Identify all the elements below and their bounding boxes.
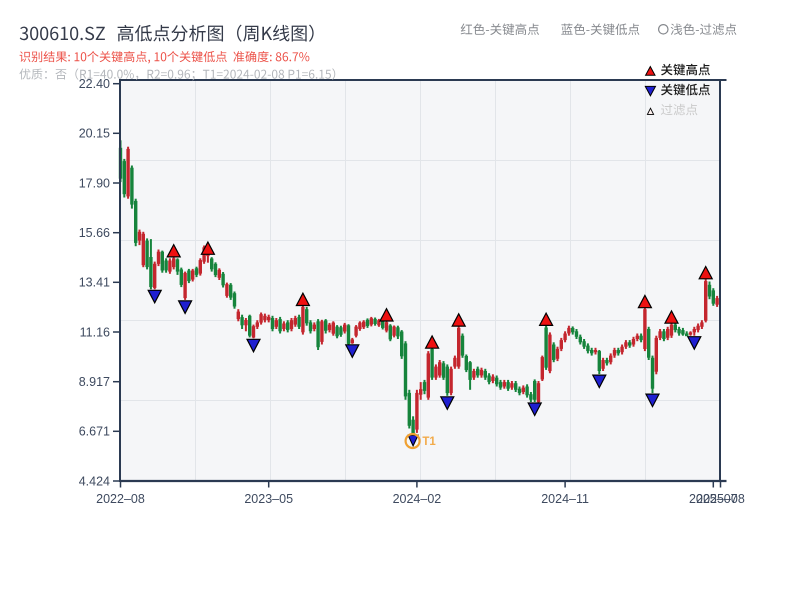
svg-text:T1: T1 <box>422 436 436 448</box>
svg-text:2025–08: 2025–08 <box>696 492 745 506</box>
svg-text:4.424: 4.424 <box>79 474 110 488</box>
svg-text:17.90: 17.90 <box>79 176 110 190</box>
svg-text:2023–05: 2023–05 <box>244 492 293 506</box>
svg-text:13.41: 13.41 <box>79 276 110 290</box>
svg-text:22.40: 22.40 <box>79 77 110 91</box>
svg-text:2022–08: 2022–08 <box>96 492 145 506</box>
svg-text:2024–02: 2024–02 <box>393 492 442 506</box>
svg-text:15.66: 15.66 <box>79 226 110 240</box>
svg-text:6.671: 6.671 <box>79 425 110 439</box>
svg-text:11.16: 11.16 <box>80 325 110 339</box>
svg-text:8.917: 8.917 <box>79 375 110 389</box>
svg-text:20.15: 20.15 <box>79 127 110 141</box>
svg-text:2025–07: 2025–07 <box>689 492 738 506</box>
svg-text:2024–11: 2024–11 <box>541 492 589 506</box>
